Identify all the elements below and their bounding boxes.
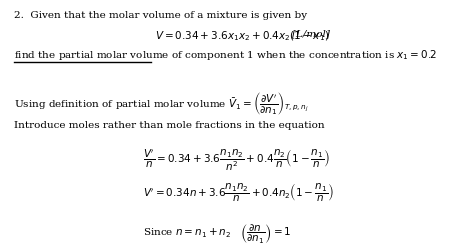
Text: Introduce moles rather than mole fractions in the equation: Introduce moles rather than mole fractio… xyxy=(14,120,324,130)
Text: Using definition of partial molar volume $\bar{V}_1 = \left(\dfrac{\partial V'}{: Using definition of partial molar volume… xyxy=(14,90,308,117)
Text: $V = 0.34 + 3.6x_1x_2 + 0.4x_2(1-x_1)$: $V = 0.34 + 3.6x_1x_2 + 0.4x_2(1-x_1)$ xyxy=(155,30,329,43)
Text: Since $n = n_1 + n_2$   $\left(\dfrac{\partial n}{\partial n_1}\right) = 1$: Since $n = n_1 + n_2$ $\left(\dfrac{\par… xyxy=(143,223,292,245)
Text: $V' = 0.34n + 3.6\dfrac{n_1 n_2}{n} + 0.4n_2\left(1 - \dfrac{n_1}{n}\right)$: $V' = 0.34n + 3.6\dfrac{n_1 n_2}{n} + 0.… xyxy=(143,181,334,203)
Text: [L/mol]: [L/mol] xyxy=(292,30,330,39)
Text: $\dfrac{V'}{n} = 0.34 + 3.6\dfrac{n_1 n_2}{n^2} + 0.4\dfrac{n_2}{n}\left(1 - \df: $\dfrac{V'}{n} = 0.34 + 3.6\dfrac{n_1 n_… xyxy=(143,146,330,172)
Text: 2.  Given that the molar volume of a mixture is given by: 2. Given that the molar volume of a mixt… xyxy=(14,11,307,20)
Text: find the partial molar volume of component 1 when the concentration is $x_1 = 0.: find the partial molar volume of compone… xyxy=(14,48,437,62)
